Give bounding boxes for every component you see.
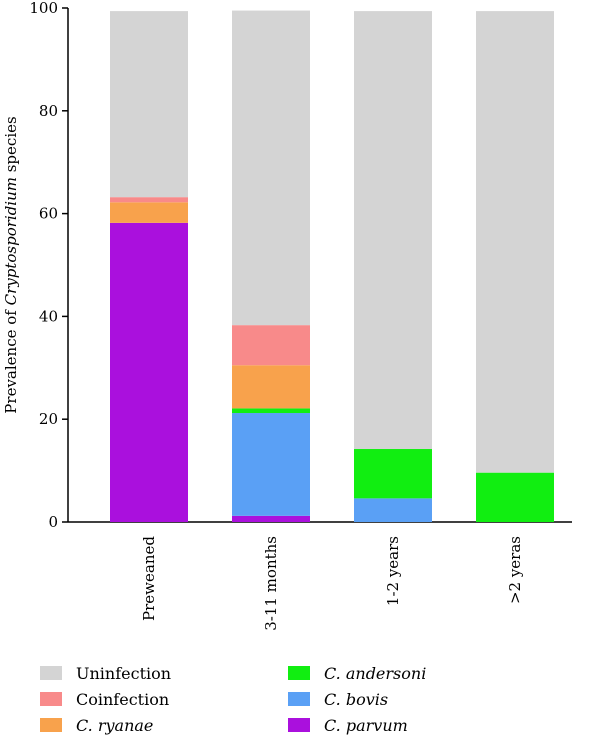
legend-item-uninfection: Uninfection [40,662,171,684]
legend-item-coinfection: Coinfection [40,688,169,710]
y-tick-label: 80 [39,102,58,120]
legend-swatch [288,718,310,732]
legend-swatch [288,666,310,680]
legend-label: C. andersoni [324,663,427,683]
bar-segment-coinfection-0 [110,197,188,203]
legend-swatch [40,692,62,706]
y-tick-label: 60 [39,205,58,223]
legend: Uninfection Coinfection C. ryanae C. anders… [40,662,560,740]
y-tick-label: 0 [48,513,58,531]
legend-label: C. ryanae [76,715,154,735]
x-tick-labels: Preweaned 3-11 months 1-2 years >2 yeras [140,536,524,631]
bar-segment-coinfection-1 [232,325,310,366]
x-tick-label: >2 yeras [506,536,524,604]
bar-segment-c-andersoni-2 [354,449,432,499]
legend-label: C. bovis [324,689,389,709]
legend-label: Uninfection [76,663,172,683]
y-axis-label-suffix: species [2,116,20,177]
legend-swatch [40,666,62,680]
legend-item-c-parvum: C. parvum [288,714,408,736]
bar-segment-c-ryanae-0 [110,202,188,223]
bar-segment-c-andersoni-1 [232,408,310,414]
legend-item-c-andersoni: C. andersoni [288,662,426,684]
legend-label: C. parvum [324,715,408,735]
legend-swatch [288,692,310,706]
x-tick-label: Preweaned [140,536,158,621]
y-ticks: 0 20 40 60 80 100 [29,0,68,531]
bar-segment-c-bovis-2 [354,498,432,522]
bar-segment-uninfection-2 [354,11,432,450]
legend-swatch [40,718,62,732]
y-axis-label-italic: Cryptosporidium [2,177,20,305]
y-tick-label: 40 [39,307,58,325]
legend-label: Coinfection [76,689,170,709]
y-axis-label-prefix: Prevalence of [2,305,20,413]
bar-segment-c-andersoni-3 [476,472,554,522]
x-tick-label: 3-11 months [262,536,280,631]
stacked-bar-chart: 0 20 40 60 80 100 Preweaned 3-11 months 1-2 yea… [2,0,572,631]
y-axis-label: Prevalence of Cryptosporidium species [2,116,20,413]
y-tick-label: 20 [39,410,58,428]
legend-item-c-bovis: C. bovis [288,688,388,710]
bar-segment-uninfection-0 [110,11,188,198]
bar-segment-c-ryanae-1 [232,365,310,409]
bar-segment-c-bovis-1 [232,413,310,516]
legend-item-c-ryanae: C. ryanae [40,714,153,736]
bar-segment-c-parvum-0 [110,222,188,523]
x-tick-label: 1-2 years [384,536,402,606]
y-tick-label: 100 [29,0,58,17]
bar-segment-uninfection-1 [232,10,310,326]
bar-segment-c-parvum-1 [232,515,310,522]
bars [110,10,554,523]
bar-segment-uninfection-3 [476,11,554,473]
